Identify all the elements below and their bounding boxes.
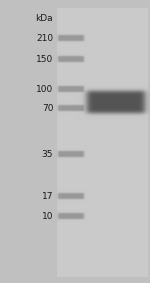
Text: 100: 100 <box>36 85 53 94</box>
Text: 10: 10 <box>42 212 53 221</box>
Text: 70: 70 <box>42 104 53 113</box>
Text: 35: 35 <box>42 150 53 159</box>
Text: 150: 150 <box>36 55 53 64</box>
Text: kDa: kDa <box>36 14 53 23</box>
Text: 210: 210 <box>36 34 53 43</box>
Text: 17: 17 <box>42 192 53 201</box>
